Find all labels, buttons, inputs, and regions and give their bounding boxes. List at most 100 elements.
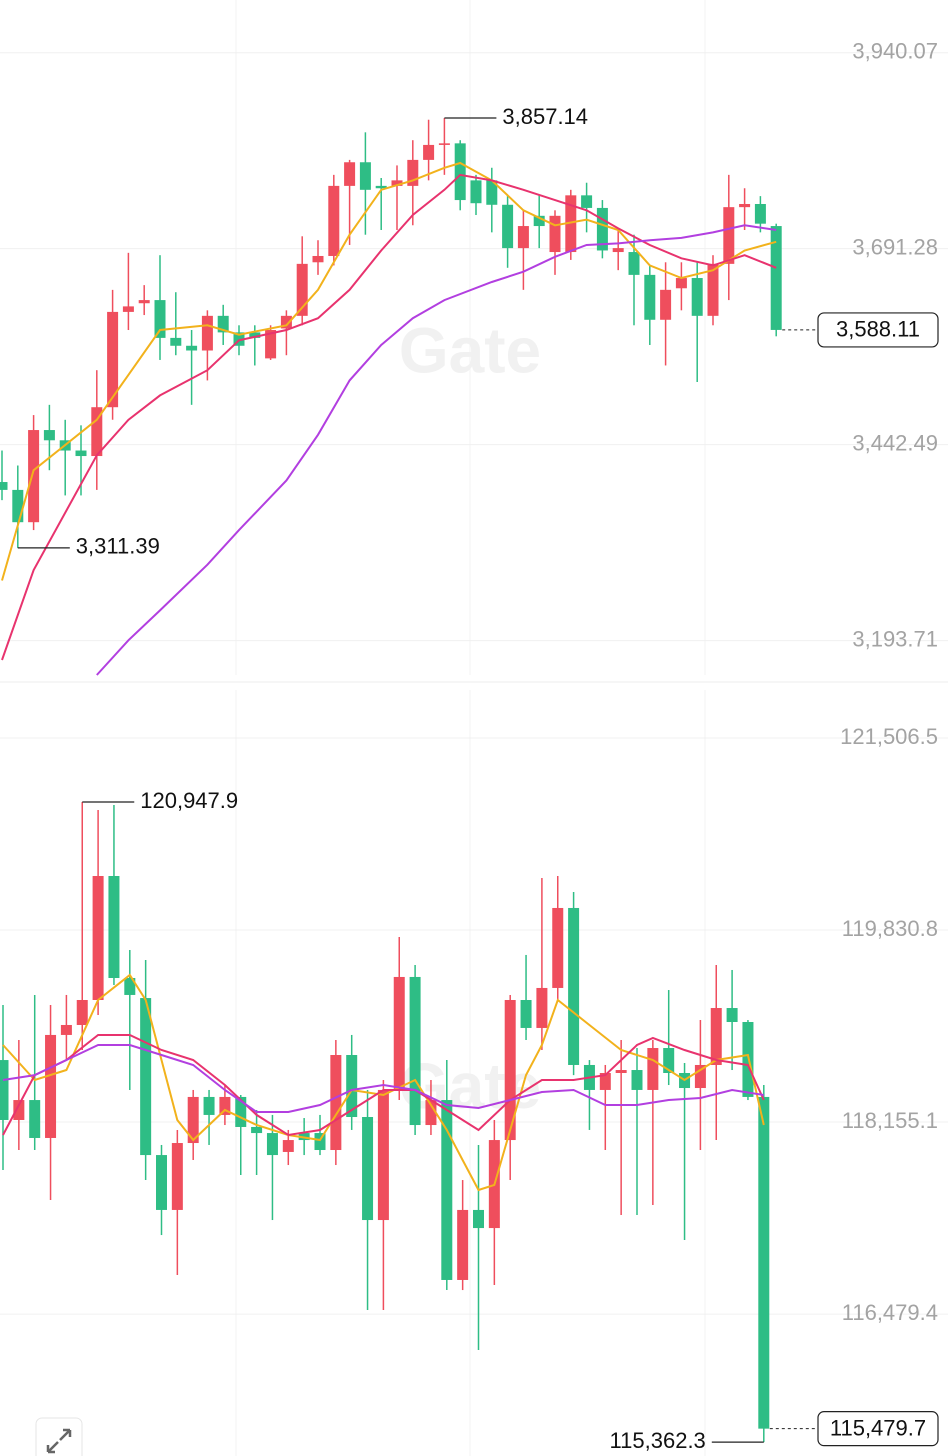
y-tick-label: 3,193.71 <box>852 626 938 651</box>
candle-body <box>296 263 308 316</box>
high_label: 120,947.9 <box>140 788 238 813</box>
candle-body <box>423 144 435 160</box>
candle-body <box>675 278 687 289</box>
candle-body <box>438 143 450 145</box>
candle-body <box>29 1100 41 1138</box>
candle-body <box>644 274 656 320</box>
candle-body <box>203 1096 215 1115</box>
last-price-box <box>817 312 939 348</box>
candle-body <box>219 1096 231 1115</box>
candle-body <box>140 998 152 1156</box>
y-tick-label: 3,691.28 <box>852 234 938 259</box>
watermark: Gate <box>399 314 541 386</box>
ma-line <box>2 1044 764 1113</box>
candle-body <box>533 215 545 227</box>
candle-body <box>391 180 403 186</box>
candle-body <box>647 1048 659 1090</box>
candle-body <box>568 907 580 1065</box>
candle-body <box>251 1126 263 1134</box>
y-tick-label: 118,155.1 <box>842 1108 938 1133</box>
candle-body <box>628 252 640 275</box>
candle-body <box>520 999 532 1028</box>
candle-body <box>330 1055 342 1151</box>
watermark: Gate <box>399 1050 541 1122</box>
candle-body <box>186 345 198 351</box>
candle-body <box>660 289 672 320</box>
candle-body <box>739 203 751 208</box>
candle-body <box>549 215 561 253</box>
candle-body <box>536 987 548 1028</box>
candle-body <box>375 185 387 189</box>
candle-body <box>344 162 356 186</box>
y-tick-label: 116,479.4 <box>842 1300 938 1325</box>
candle-body <box>156 1155 167 1210</box>
candle-body <box>0 482 8 490</box>
candle-body <box>707 263 719 316</box>
candle-body <box>425 1100 437 1126</box>
candle-body <box>694 1064 706 1089</box>
candle-body <box>612 248 624 253</box>
candle-body <box>441 1100 453 1280</box>
candle-body <box>663 1048 675 1073</box>
candle-body <box>726 1008 738 1023</box>
candle-body <box>233 332 245 346</box>
expand-icon <box>46 1428 72 1454</box>
candle-body <box>504 999 516 1141</box>
last-price-label: 115,479.7 <box>830 1415 926 1440</box>
ma-line <box>96 224 777 676</box>
candle-body <box>312 255 324 263</box>
ma-line <box>2 973 765 1192</box>
last-price-label: 3,588.11 <box>836 317 920 342</box>
candle-body <box>154 300 166 338</box>
candle-body <box>362 1117 374 1221</box>
candle-body <box>266 1133 278 1156</box>
ma-line <box>1 161 777 581</box>
candle-body <box>60 1024 72 1035</box>
last-price-box <box>817 1411 939 1447</box>
candle-body <box>43 430 55 441</box>
candle-body <box>754 203 766 224</box>
candle-body <box>407 159 419 186</box>
candle-body <box>92 875 104 1000</box>
candle-body <box>280 315 292 329</box>
candle-body <box>770 226 782 330</box>
expand-button[interactable] <box>35 1417 83 1456</box>
candle-body <box>28 430 40 523</box>
candle-body <box>76 999 88 1025</box>
candle-body <box>473 1209 484 1229</box>
candle-body <box>457 1209 469 1280</box>
candle-body <box>615 1070 627 1073</box>
candle-body <box>12 489 24 523</box>
candle-body <box>75 450 87 457</box>
candle-body <box>122 306 134 312</box>
candle-body <box>596 207 608 251</box>
candle-body <box>45 1034 57 1138</box>
candle-body <box>710 1008 722 1065</box>
candle-body <box>346 1055 358 1118</box>
candle-body <box>91 407 103 457</box>
candle-body <box>235 1096 247 1127</box>
candle-body <box>552 907 564 988</box>
candle-body <box>581 195 593 208</box>
expand-button-frame <box>35 1417 83 1456</box>
candle-body <box>265 330 277 359</box>
high_label: 3,857.14 <box>502 104 588 129</box>
candle-body <box>502 204 514 249</box>
candle-body <box>565 195 577 253</box>
candle-body <box>409 976 421 1126</box>
candle-body <box>108 875 120 978</box>
candle-body <box>314 1133 326 1151</box>
candle-body <box>107 311 119 408</box>
candle-body <box>691 278 703 316</box>
candle-body <box>631 1070 643 1090</box>
candle-body <box>486 180 498 205</box>
ma-line <box>2 1034 765 1137</box>
candle-body <box>138 300 150 304</box>
y-tick-label: 3,940.07 <box>852 39 938 64</box>
candle-body <box>758 1096 770 1429</box>
candle-body <box>282 1140 294 1152</box>
candle-body <box>328 185 340 256</box>
low_label: 3,311.39 <box>76 534 160 559</box>
